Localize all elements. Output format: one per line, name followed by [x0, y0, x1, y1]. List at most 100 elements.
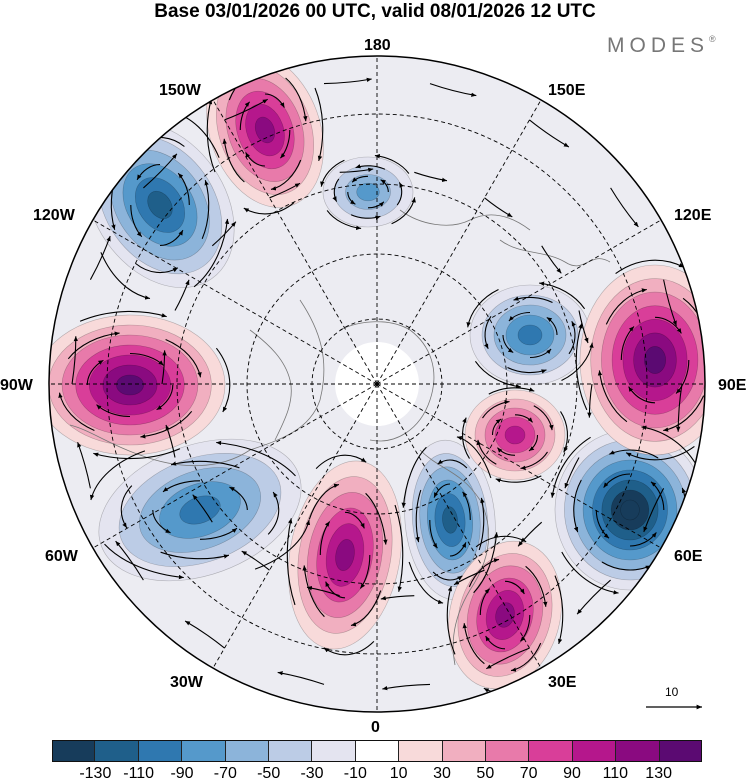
colorbar-swatch [529, 740, 573, 762]
streamline [484, 315, 492, 350]
streamline [285, 77, 308, 122]
streamline [546, 316, 558, 336]
meridian-line [376, 218, 664, 385]
streamline [432, 571, 463, 581]
colorbar-swatch [572, 740, 617, 762]
map-border [48, 55, 706, 713]
colorbar-swatch [399, 740, 443, 762]
streamline [224, 98, 268, 121]
streamline [351, 175, 369, 183]
streamline [394, 504, 404, 592]
streamline [478, 497, 485, 551]
streamline [504, 580, 525, 595]
streamline [365, 492, 388, 545]
streamline [676, 383, 683, 432]
colorbar-swatch [659, 740, 703, 762]
streamline [215, 347, 231, 413]
latitude-circle [311, 318, 443, 450]
streamline [554, 575, 564, 645]
streamline [625, 445, 695, 461]
streamline [517, 521, 543, 547]
streamline [641, 425, 699, 469]
streamline [211, 221, 237, 247]
colorbar-swatch [225, 740, 270, 762]
brand-logo: MODES® [607, 34, 716, 58]
streamline [165, 424, 176, 458]
streamline [587, 383, 593, 418]
streamline [165, 338, 202, 378]
lon-label-150w: 150W [159, 82, 201, 99]
meridian-line [211, 383, 378, 671]
meridian-line [90, 218, 378, 385]
streamline [216, 440, 296, 477]
streamline [129, 352, 164, 366]
streamline [162, 480, 201, 493]
streamline [89, 235, 111, 280]
brand-mark: ® [709, 34, 716, 44]
streamline [71, 336, 78, 385]
streamline [533, 405, 554, 431]
streamline [488, 387, 535, 395]
colorbar-swatch [355, 740, 400, 762]
streamline [479, 588, 491, 616]
streamline [429, 83, 477, 97]
streamline [380, 179, 389, 193]
streamline [462, 623, 485, 665]
streamline [323, 77, 372, 85]
streamline [245, 152, 266, 167]
colorbar-swatch [486, 740, 530, 762]
streamline [573, 479, 582, 533]
streamline [446, 585, 456, 655]
streamline [156, 384, 174, 411]
streamline [314, 87, 324, 162]
streamline [306, 585, 340, 597]
streamline [654, 316, 682, 334]
streamline [243, 202, 295, 215]
streamline [560, 411, 568, 453]
streamline [520, 451, 548, 470]
streamline [476, 439, 497, 465]
streamline [229, 486, 248, 511]
streamline [449, 542, 467, 557]
streamline [319, 521, 331, 556]
streamline [344, 511, 365, 529]
streamline [603, 473, 631, 488]
colorbar-swatch [442, 740, 487, 762]
streamline [513, 296, 553, 303]
streamline [502, 334, 514, 354]
latitude-circle [106, 113, 648, 655]
land-outlines [69, 209, 611, 666]
streamline [140, 410, 193, 439]
streamline [184, 620, 225, 649]
lon-label-120w: 120W [33, 207, 75, 224]
streamline [508, 311, 531, 322]
streamline [320, 159, 345, 187]
streamline [67, 331, 120, 360]
streamline [550, 436, 591, 498]
streamline [564, 457, 580, 489]
streamline [568, 320, 576, 355]
streamline [136, 163, 161, 181]
streamline [315, 454, 367, 469]
streamline [401, 446, 427, 508]
streamline [267, 491, 280, 535]
streamline [235, 56, 287, 58]
streamline [347, 191, 356, 205]
streamline [135, 263, 179, 274]
page-title: Base 03/01/2026 00 UTC, valid 08/01/2026… [154, 1, 596, 22]
coastline [249, 329, 292, 441]
streamline [485, 635, 506, 650]
reference-vector-label: 10 [665, 685, 679, 699]
colorbar-swatch [95, 740, 139, 762]
streamline [100, 252, 151, 300]
lon-label-30w: 30W [170, 674, 203, 691]
streamline [277, 671, 325, 685]
colorbar [52, 740, 703, 762]
lon-label-30e: 30E [548, 674, 577, 691]
streamline [170, 460, 240, 469]
streamline [308, 483, 340, 520]
latitude-circle [176, 183, 578, 585]
colorbar-tick-label: 30 [433, 765, 451, 782]
streamline [414, 171, 448, 183]
streamline [629, 532, 657, 547]
